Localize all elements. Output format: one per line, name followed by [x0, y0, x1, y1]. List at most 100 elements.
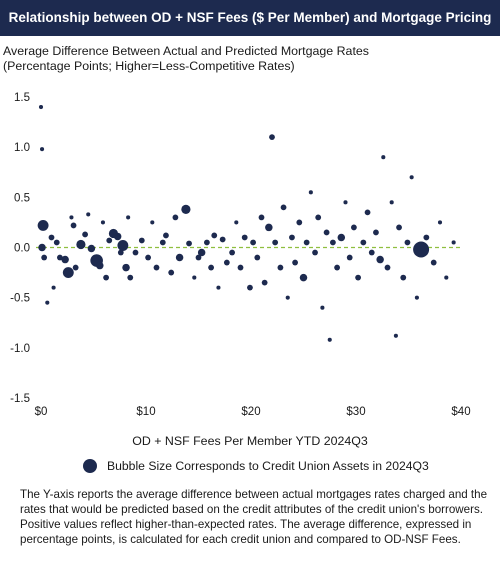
- data-bubble: [168, 269, 175, 276]
- x-tick-label: $40: [451, 406, 470, 418]
- y-tick-label: -1.0: [10, 343, 30, 355]
- data-bubble: [145, 254, 152, 261]
- data-bubble: [216, 285, 221, 290]
- data-bubble: [132, 249, 139, 256]
- x-axis-label: OD + NSF Fees Per Member YTD 2024Q3: [132, 434, 368, 448]
- data-bubble: [289, 234, 295, 241]
- data-bubble: [70, 222, 77, 229]
- legend-bubble-icon: [83, 459, 97, 473]
- data-bubble: [258, 214, 265, 221]
- data-bubble: [126, 215, 131, 220]
- data-bubble: [296, 219, 303, 226]
- data-bubble: [393, 333, 398, 338]
- y-tick-label: 1.5: [14, 92, 30, 104]
- data-bubble: [38, 243, 46, 252]
- data-bubble: [100, 220, 105, 225]
- data-bubble: [192, 275, 197, 280]
- data-bubble: [219, 236, 226, 243]
- y-tick-label: 0.5: [14, 192, 30, 204]
- data-bubble: [117, 240, 129, 251]
- legend-text: Bubble Size Corresponds to Credit Union …: [107, 459, 429, 473]
- data-bubble: [204, 239, 210, 246]
- axes: 1.5 1.0 0.5 0.0 -0.5 -1.0 -1.5 $0 $10 $20 $30 $40: [10, 92, 470, 418]
- y-tick-label: 0.0: [14, 243, 30, 255]
- data-bubble: [323, 229, 330, 236]
- data-bubble: [122, 263, 130, 272]
- data-bubble: [150, 220, 155, 225]
- data-bubble: [320, 305, 325, 310]
- x-tick-label: $0: [35, 406, 48, 418]
- data-bubble: [414, 295, 419, 300]
- y-tick-label: -0.5: [10, 293, 30, 305]
- data-bubble: [409, 175, 414, 180]
- data-bubble: [334, 264, 340, 271]
- data-bubble: [413, 241, 430, 258]
- data-bubble: [292, 259, 298, 266]
- data-bubble: [404, 239, 411, 246]
- data-bubble: [163, 232, 169, 239]
- data-bubble: [37, 219, 49, 231]
- data-bubble: [430, 259, 437, 266]
- y-tick-label: 1.0: [14, 142, 30, 154]
- data-bubble: [346, 254, 353, 261]
- data-bubble: [76, 239, 86, 250]
- data-bubble: [250, 239, 256, 246]
- data-bubble: [272, 239, 279, 246]
- data-bubble: [61, 255, 69, 264]
- data-bubble: [40, 147, 45, 152]
- x-tick-label: $10: [136, 406, 155, 418]
- data-bubble: [127, 274, 134, 281]
- data-bubble: [138, 237, 145, 244]
- data-bubble: [308, 190, 313, 195]
- data-bubble: [381, 155, 386, 160]
- data-bubble: [45, 300, 50, 305]
- data-bubble: [186, 240, 192, 247]
- data-bubble: [103, 274, 109, 281]
- data-bubble: [197, 248, 206, 257]
- data-bubble: [299, 273, 308, 282]
- x-tick-label: $20: [241, 406, 260, 418]
- data-bubble: [396, 224, 402, 231]
- data-bubble: [337, 233, 346, 242]
- data-bubble: [327, 337, 332, 342]
- data-bubble: [451, 240, 456, 245]
- data-bubble: [303, 239, 310, 246]
- data-bubble: [117, 249, 124, 256]
- data-bubble: [113, 232, 122, 241]
- data-bubble: [423, 234, 430, 241]
- legend: Bubble Size Corresponds to Credit Union …: [83, 459, 429, 473]
- data-bubble: [285, 295, 290, 300]
- scatter-plot: 1.5 1.0 0.5 0.0 -0.5 -1.0 -1.5 $0 $10 $20 $30 $40: [10, 92, 470, 418]
- data-bubble: [229, 249, 236, 256]
- data-bubble: [360, 239, 367, 246]
- data-bubble: [330, 239, 336, 246]
- bubble-series: [37, 104, 456, 342]
- chart-subtitle: Average Difference Between Actual and Pr…: [3, 44, 497, 74]
- x-tick-label: $30: [346, 406, 365, 418]
- data-bubble: [48, 234, 55, 241]
- data-bubble: [312, 249, 318, 256]
- data-bubble: [384, 264, 391, 271]
- data-bubble: [211, 232, 218, 239]
- data-bubble: [69, 215, 74, 220]
- data-bubble: [86, 212, 91, 217]
- data-bubble: [280, 204, 287, 211]
- footnote: The Y-axis reports the average differenc…: [20, 488, 488, 546]
- data-bubble: [208, 264, 215, 271]
- data-bubble: [269, 134, 275, 141]
- data-bubble: [181, 204, 191, 214]
- subtitle-line-2: (Percentage Points; Higher=Less-Competit…: [3, 59, 295, 73]
- data-bubble: [247, 284, 253, 291]
- data-bubble: [57, 254, 63, 261]
- data-bubble: [376, 255, 384, 264]
- data-bubble: [373, 229, 379, 236]
- data-bubble: [53, 239, 60, 246]
- data-bubble: [175, 253, 184, 262]
- data-bubble: [355, 274, 361, 281]
- data-bubble: [389, 200, 394, 205]
- data-bubble: [437, 220, 443, 225]
- data-bubble: [343, 200, 348, 205]
- data-bubble: [153, 264, 160, 271]
- data-bubble: [38, 104, 44, 110]
- data-bubble: [82, 231, 88, 238]
